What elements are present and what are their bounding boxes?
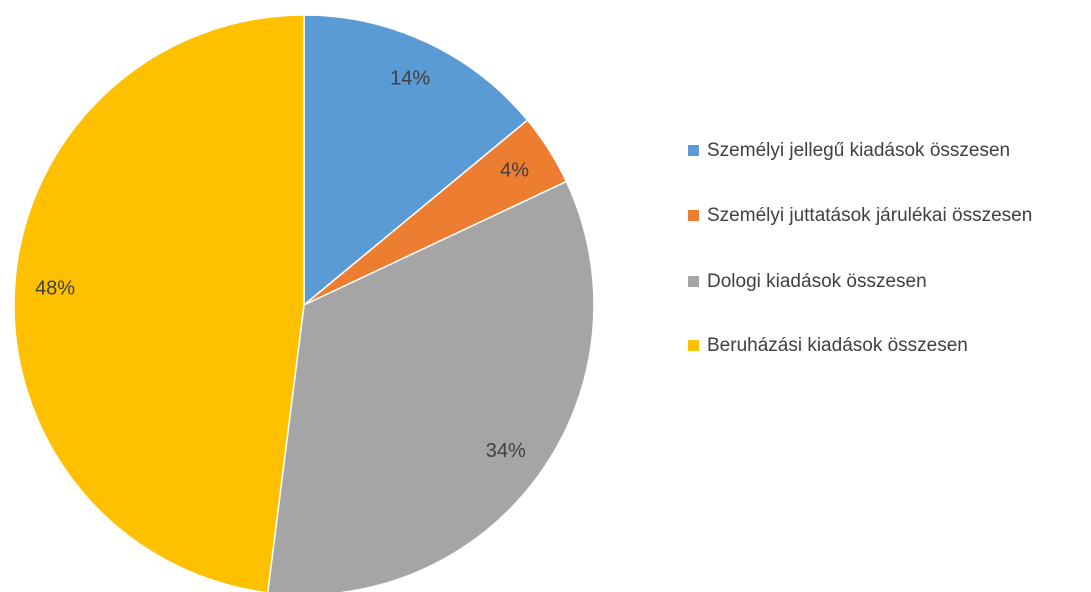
legend-item: Dologi kiadások összesen bbox=[688, 267, 1087, 296]
legend-item: Személyi juttatások járulékai összesen bbox=[688, 201, 1087, 230]
slice bbox=[266, 180, 595, 592]
data-label: 14% bbox=[390, 68, 430, 90]
slice bbox=[13, 14, 305, 592]
legend-swatch bbox=[688, 210, 699, 221]
legend-item: Beruházási kiadások összesen bbox=[688, 331, 1087, 360]
legend-label: Beruházási kiadások összesen bbox=[707, 335, 968, 356]
legend-label: Dologi kiadások összesen bbox=[707, 271, 927, 292]
legend-swatch bbox=[688, 340, 699, 351]
legend-item: Személyi jellegű kiadások összesen bbox=[688, 136, 1087, 165]
data-label: 34% bbox=[486, 440, 526, 462]
legend-label: Személyi juttatások járulékai összesen bbox=[707, 205, 1033, 226]
data-label: 48% bbox=[35, 278, 75, 300]
legend-label: Személyi jellegű kiadások összesen bbox=[707, 140, 1011, 161]
legend-swatch bbox=[688, 276, 699, 287]
legend-swatch bbox=[688, 145, 699, 156]
data-label: 4% bbox=[500, 160, 529, 182]
slice bbox=[303, 14, 529, 307]
